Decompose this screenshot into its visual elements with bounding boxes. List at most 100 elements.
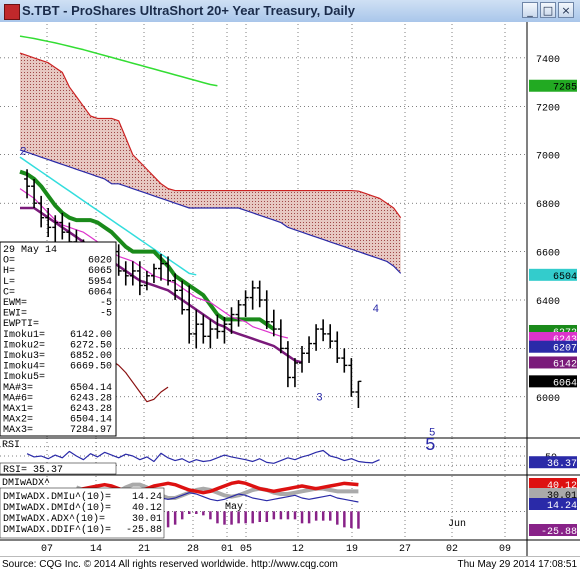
ddif-histogram-bar xyxy=(258,511,261,522)
minimize-button[interactable]: _ xyxy=(522,2,538,18)
ohlc-bar xyxy=(320,319,327,342)
ddif-histogram-bar xyxy=(350,511,353,528)
info-value: 7284.97 xyxy=(70,425,112,436)
info-label: L= xyxy=(3,277,15,288)
ohlc-bar xyxy=(341,348,348,373)
ohlc-bar xyxy=(228,307,235,334)
ddif-histogram-bar xyxy=(321,511,325,521)
ohlc-bar xyxy=(249,280,256,310)
ddif-histogram-bar xyxy=(279,511,283,520)
ohlc-bar xyxy=(221,316,228,344)
price-badge-bg xyxy=(529,268,577,281)
ddif-histogram-bar xyxy=(180,511,184,520)
price-tick-label: 6400 xyxy=(536,297,560,308)
price-badge: 6243 xyxy=(553,335,577,346)
info-value: 6272.50 xyxy=(70,340,112,351)
ohlc-bar xyxy=(122,261,129,286)
dmi-legend-box xyxy=(0,487,165,539)
ohlc-bar xyxy=(179,280,186,315)
dmi-legend-value: 14.24 xyxy=(132,492,162,503)
wave-label-large: 5 xyxy=(425,436,436,456)
ohlc-bar xyxy=(129,261,136,286)
series-imoku5-line xyxy=(111,360,169,403)
price-badge: 6504 xyxy=(553,272,577,283)
ddif-histogram-bar xyxy=(251,511,254,524)
dmi-badge-bg xyxy=(529,488,577,500)
ohlc-bar xyxy=(291,358,298,388)
rsi-badge: 36.37 xyxy=(547,459,577,470)
info-label: MAx1= xyxy=(3,404,33,415)
date-tick-label: 12 xyxy=(292,544,304,555)
info-value: 6243.28 xyxy=(70,393,112,404)
ohlc-bar xyxy=(327,324,334,349)
ohlc-bar xyxy=(214,314,221,339)
ddif-histogram-bar xyxy=(314,511,318,521)
ichimoku-cloud xyxy=(20,53,401,274)
info-value: 6669.50 xyxy=(70,362,112,373)
price-tick-label: 7200 xyxy=(536,103,560,114)
info-label: Imoku2= xyxy=(3,339,45,351)
ddif-histogram-bar xyxy=(272,511,276,520)
ddif-histogram-bar xyxy=(195,511,198,514)
ohlc-bar xyxy=(59,212,66,240)
ddif-histogram-bar xyxy=(343,511,346,528)
dmi-legend-label: DMIwADX.DMIu^(10)= xyxy=(3,491,111,503)
dmi-badge-bg xyxy=(529,524,577,536)
info-value: -5 xyxy=(100,309,112,320)
window-title: S.TBT - ProShares UltraShort 20+ Year Tr… xyxy=(22,3,355,18)
ohlc-bar xyxy=(334,331,341,363)
ddif-histogram-bar xyxy=(286,511,290,520)
ddif-histogram-bar xyxy=(329,511,332,521)
rsi-legend-box xyxy=(0,462,117,475)
info-label: 29 May 14 xyxy=(3,245,57,256)
ohlc-bar xyxy=(284,341,291,388)
series-max3-line xyxy=(19,35,218,87)
ohlc-bar xyxy=(348,358,355,397)
info-value: -5 xyxy=(100,298,112,309)
close-button[interactable]: × xyxy=(558,2,574,18)
ddif-histogram-bar xyxy=(188,511,191,514)
ddif-histogram-bar xyxy=(230,511,233,525)
maximize-button[interactable]: □ xyxy=(540,2,556,18)
ohlc-bar xyxy=(256,280,263,308)
price-badge: 7285 xyxy=(553,83,577,94)
ddif-histogram-bar xyxy=(202,511,205,516)
dmi-legend-label: DMIwADX.DDIF^(10)= xyxy=(3,524,111,536)
info-label: EWPTI= xyxy=(3,319,39,330)
ddif-histogram-bar xyxy=(223,511,226,525)
wave-label: 4 xyxy=(373,304,380,316)
info-box-frame xyxy=(0,241,117,437)
price-badge: 6064 xyxy=(553,378,577,389)
series-imoku1-line xyxy=(20,206,303,364)
ddif-histogram-bar xyxy=(300,511,304,524)
wave-label: 3 xyxy=(316,392,323,404)
ddif-histogram-bar xyxy=(307,511,311,524)
price-tick-label: 6000 xyxy=(536,394,560,405)
price-badge-bg xyxy=(529,340,577,353)
ohlc-bar xyxy=(193,309,200,349)
title-bar: S.TBT - ProShares UltraShort 20+ Year Tr… xyxy=(0,0,580,23)
info-label: EWM= xyxy=(3,298,27,309)
date-tick-label: 28 xyxy=(187,544,199,555)
source-text: Source: CQG Inc. © 2014 All rights reser… xyxy=(2,559,338,570)
info-value: 6504.14 xyxy=(70,415,112,426)
ohlc-bar xyxy=(172,273,179,300)
info-value: 6020 xyxy=(88,256,112,267)
ohlc-bar xyxy=(52,215,59,247)
ohlc-bar xyxy=(306,336,313,363)
info-label: Imoku5= xyxy=(3,371,45,383)
ohlc-bar xyxy=(136,261,143,296)
date-tick-label: 19 xyxy=(346,544,358,555)
ohlc-bar xyxy=(38,195,45,228)
ddif-histogram-bar xyxy=(173,511,177,525)
date-tick-label: 02 xyxy=(446,544,458,555)
price-badge-bg xyxy=(529,79,577,92)
dmi-badge: -25.88 xyxy=(541,527,577,538)
ohlc-bar xyxy=(270,309,277,337)
dmi-badge: 14.24 xyxy=(547,501,577,512)
info-box: 29 May 14O= 6020 H= 6065 L= 5954 C= 6064 EWM= -5 E… xyxy=(0,241,117,437)
rsi-legend: RSI= 35.37 xyxy=(3,465,63,476)
dmi-legend-label: DMIwADX.DMId^(10)= xyxy=(3,502,111,514)
date-tick-label: 27 xyxy=(399,544,411,555)
